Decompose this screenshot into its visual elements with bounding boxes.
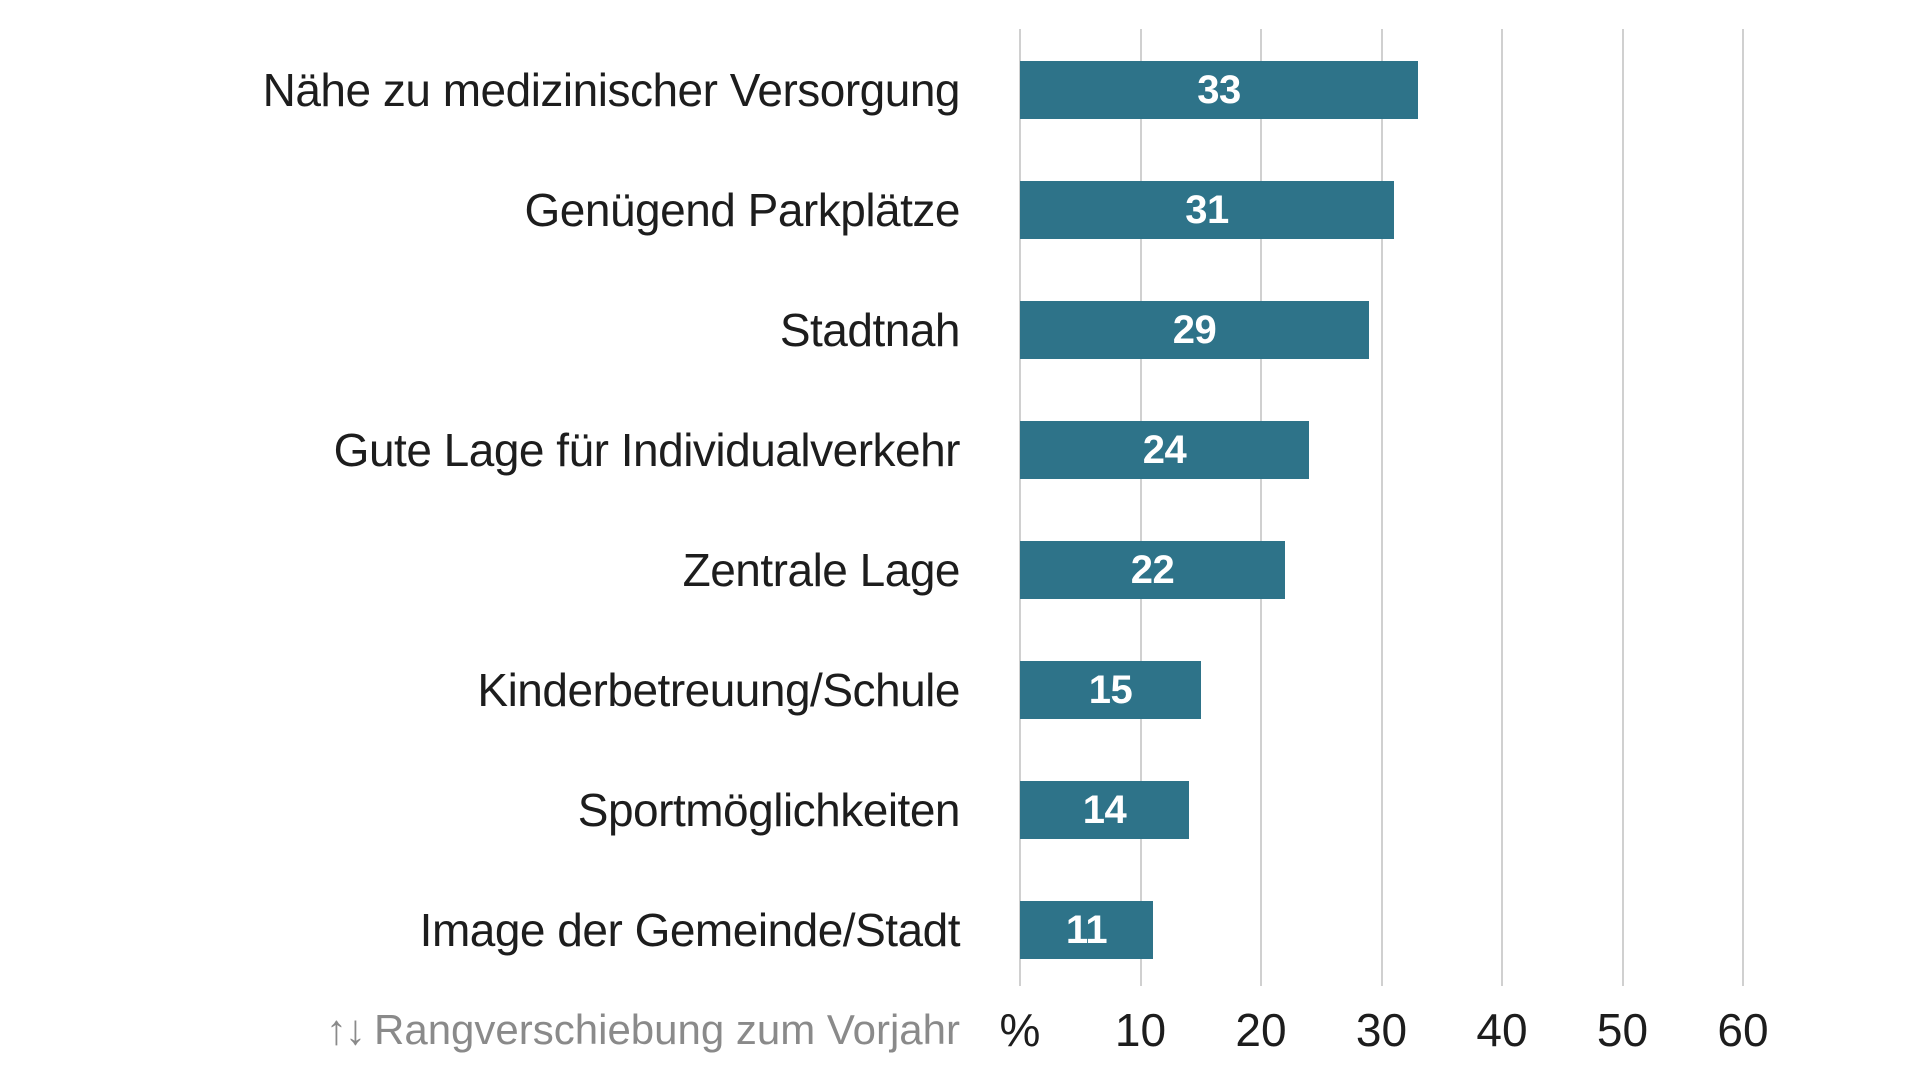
category-label: Genügend Parkplätze — [524, 184, 961, 236]
bar-value-label: 24 — [1142, 427, 1187, 472]
category-label: Stadtnah — [779, 304, 961, 356]
bar: 11 — [1020, 901, 1153, 959]
bar: 29 — [1020, 301, 1369, 359]
rank-shift-arrows-icon: ↑↓ — [326, 1006, 366, 1053]
category-label: Image der Gemeinde/Stadt — [419, 904, 961, 956]
grid-line-20 — [1260, 29, 1262, 986]
bar: 31 — [1020, 181, 1394, 239]
x-axis-tick-label: 40 — [1476, 1004, 1528, 1056]
category-label: Nähe zu medizinischer Versorgung — [262, 64, 961, 116]
bar: 14 — [1020, 781, 1189, 839]
x-axis-tick-label: 10 — [1114, 1004, 1167, 1056]
grid-line-40 — [1501, 29, 1503, 986]
grid-line-50 — [1621, 29, 1624, 986]
category-label: Kinderbetreuung/Schule — [477, 664, 960, 716]
x-axis-tick-label: 30 — [1355, 1004, 1408, 1056]
grid-line-10 — [1139, 29, 1142, 986]
bar-value-label: 31 — [1185, 187, 1229, 232]
footnote: ↑↓ Rangverschiebung zum Vorjahr — [326, 1004, 960, 1056]
x-axis-tick-label: % — [999, 1004, 1041, 1056]
category-label: Gute Lage für Individualverkehr — [333, 424, 961, 476]
bar: 15 — [1020, 661, 1201, 719]
bar: 24 — [1020, 421, 1309, 479]
bar-value-label: 15 — [1088, 667, 1133, 712]
x-axis-tick-label: 20 — [1235, 1004, 1287, 1056]
bar-value-label: 22 — [1130, 547, 1175, 592]
bar-value-label: 29 — [1172, 307, 1217, 352]
footnote-label: Rangverschiebung zum Vorjahr — [374, 1006, 960, 1053]
bar-value-label: 33 — [1197, 67, 1241, 112]
grid-line-60 — [1742, 29, 1744, 986]
category-label: Sportmöglichkeiten — [577, 784, 961, 836]
x-axis-tick-label: 50 — [1596, 1004, 1649, 1056]
bar-value-label: 14 — [1082, 787, 1127, 832]
grid-line-0 — [1019, 29, 1021, 986]
x-axis-tick-label: 60 — [1717, 1004, 1769, 1056]
bar: 22 — [1020, 541, 1285, 599]
bar-value-label: 11 — [1065, 907, 1108, 952]
bar: 33 — [1020, 61, 1418, 119]
category-label: Zentrale Lage — [682, 544, 961, 596]
grid-line-30 — [1380, 29, 1383, 986]
